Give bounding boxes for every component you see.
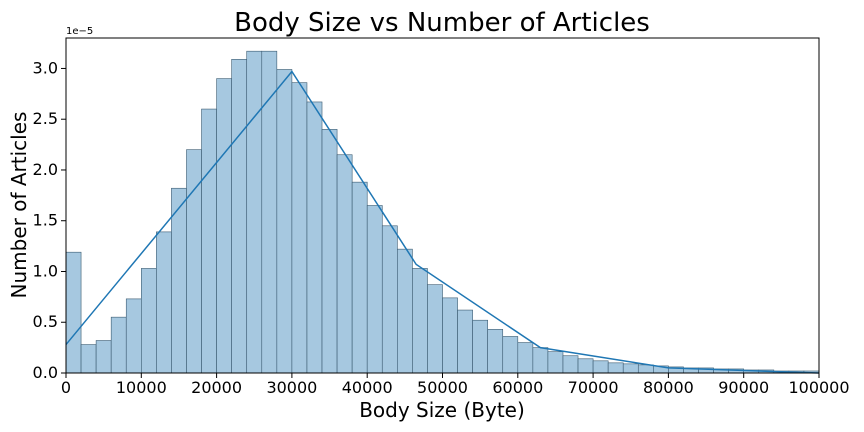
histogram-bar xyxy=(351,181,368,374)
y-tick-label: 1.0 xyxy=(33,261,58,280)
histogram-bar xyxy=(427,284,443,374)
y-axis-ticks: 0.0 0.5 1.0 1.5 2.0 2.5 3.0 xyxy=(33,58,66,382)
histogram-bar xyxy=(472,319,488,374)
histogram-bar xyxy=(397,248,413,374)
histogram-bar xyxy=(171,187,187,374)
histogram-bar xyxy=(637,364,654,374)
y-tick-label: 0.0 xyxy=(33,363,58,382)
x-tick-label: 50000 xyxy=(417,378,468,397)
x-tick-label: 60000 xyxy=(492,378,543,397)
histogram-bars xyxy=(65,50,820,374)
density-line xyxy=(65,70,820,374)
histogram-bar xyxy=(457,309,473,374)
x-tick-label: 20000 xyxy=(191,378,242,397)
histogram-bar xyxy=(306,101,323,374)
chart-title: Body Size vs Number of Articles xyxy=(234,8,650,38)
y-tick-label: 0.5 xyxy=(33,312,58,331)
histogram-bar xyxy=(125,298,142,374)
y-tick-label: 3.0 xyxy=(33,58,58,77)
histogram-bar xyxy=(336,154,353,374)
histogram-bar xyxy=(562,355,579,374)
histogram-bar xyxy=(381,225,398,374)
y-tick-label: 2.0 xyxy=(33,160,58,179)
y-tick-label: 2.5 xyxy=(33,109,58,128)
histogram-bar xyxy=(487,329,504,374)
histogram-bar xyxy=(201,108,217,374)
x-tick-label: 80000 xyxy=(643,378,694,397)
histogram-bar xyxy=(156,231,172,374)
histogram-bar xyxy=(577,358,594,374)
histogram-bar xyxy=(216,78,232,374)
histogram-bar xyxy=(442,297,458,374)
histogram-bar xyxy=(622,363,639,374)
histogram-bar xyxy=(532,347,549,374)
x-tick-label: 0 xyxy=(61,378,71,397)
x-axis-label: Body Size (Byte) xyxy=(359,398,525,422)
y-offset-label: 1e−5 xyxy=(66,26,93,37)
histogram-bar xyxy=(502,336,519,374)
histogram-bar xyxy=(80,344,97,374)
histogram-bar xyxy=(95,340,112,374)
x-tick-label: 10000 xyxy=(116,378,167,397)
histogram-bar xyxy=(547,351,564,374)
x-tick-label: 100000 xyxy=(788,378,849,397)
histogram-bar xyxy=(141,268,157,374)
histogram-bar xyxy=(246,50,263,374)
y-tick-label: 1.5 xyxy=(33,211,58,230)
histogram-bar xyxy=(291,82,308,374)
y-axis-label: Number of Articles xyxy=(7,112,31,299)
x-axis-ticks: 0 10000 20000 30000 40000 50000 60000 70000 8000… xyxy=(61,373,850,397)
histogram-bar xyxy=(65,251,82,374)
histogram-bar xyxy=(412,268,428,374)
histogram-bar xyxy=(276,69,293,374)
x-tick-label: 40000 xyxy=(342,378,393,397)
density-lines xyxy=(65,70,820,374)
histogram-bar xyxy=(231,59,248,374)
histogram-bar xyxy=(321,129,338,374)
x-tick-label: 70000 xyxy=(568,378,619,397)
x-tick-label: 90000 xyxy=(718,378,769,397)
histogram-bar xyxy=(366,205,383,374)
x-tick-label: 30000 xyxy=(266,378,317,397)
histogram-bar xyxy=(592,360,609,374)
histogram-bar xyxy=(110,316,127,374)
histogram-bar xyxy=(517,342,534,374)
histogram-bar xyxy=(607,362,624,374)
